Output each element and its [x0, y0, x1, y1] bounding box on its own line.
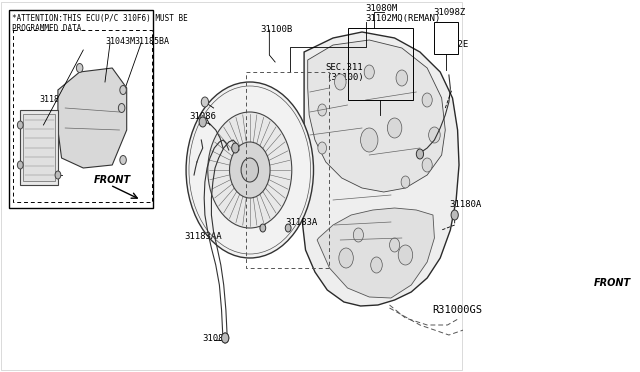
Circle shape: [120, 155, 126, 164]
Text: 31183AA: 31183AA: [184, 232, 222, 241]
Circle shape: [339, 248, 353, 268]
Circle shape: [318, 104, 326, 116]
Circle shape: [230, 142, 270, 198]
Polygon shape: [58, 68, 127, 168]
Circle shape: [221, 333, 228, 343]
Text: 31185BA: 31185BA: [134, 37, 169, 46]
Circle shape: [451, 210, 458, 220]
Circle shape: [232, 143, 239, 153]
Polygon shape: [308, 40, 445, 192]
Circle shape: [396, 70, 408, 86]
Text: 31080: 31080: [241, 218, 268, 227]
Circle shape: [401, 176, 410, 188]
Circle shape: [285, 224, 291, 232]
Circle shape: [118, 103, 125, 112]
Circle shape: [208, 112, 292, 228]
Text: 31182E: 31182E: [436, 40, 469, 49]
Circle shape: [416, 149, 424, 159]
Circle shape: [335, 74, 346, 90]
Bar: [20, 110, 58, 185]
Circle shape: [201, 97, 209, 107]
Text: #310F6: #310F6: [23, 128, 53, 137]
Text: #31039: #31039: [23, 139, 53, 148]
Text: 31180A: 31180A: [449, 200, 481, 209]
Circle shape: [260, 224, 266, 232]
Circle shape: [371, 257, 382, 273]
Text: FRONT: FRONT: [94, 175, 131, 185]
Circle shape: [17, 121, 23, 129]
Circle shape: [353, 228, 364, 242]
Circle shape: [364, 65, 374, 79]
Circle shape: [387, 118, 402, 138]
Text: (31100): (31100): [326, 73, 364, 82]
Text: FRONT: FRONT: [594, 278, 631, 288]
Circle shape: [241, 158, 259, 182]
Bar: [13, 30, 152, 202]
Text: 31100B: 31100B: [260, 25, 293, 34]
Bar: [246, 72, 330, 268]
Circle shape: [360, 128, 378, 152]
Circle shape: [186, 82, 314, 258]
Circle shape: [429, 127, 440, 143]
Circle shape: [318, 142, 326, 154]
Bar: [348, 28, 413, 100]
Bar: [23, 114, 55, 181]
Text: 31185B: 31185B: [23, 178, 53, 187]
Polygon shape: [303, 32, 459, 306]
Text: 31185B: 31185B: [40, 95, 70, 104]
Circle shape: [55, 171, 61, 179]
Text: R31000GS: R31000GS: [432, 305, 483, 315]
Text: 31080M: 31080M: [365, 4, 398, 13]
Text: *ATTENTION:THIS ECU(P/C 310F6) MUST BE: *ATTENTION:THIS ECU(P/C 310F6) MUST BE: [12, 14, 188, 23]
Bar: [435, 22, 458, 54]
Text: SEC.311: SEC.311: [326, 63, 364, 72]
Circle shape: [422, 93, 432, 107]
Text: PROGRAMMED DATA.: PROGRAMMED DATA.: [12, 24, 86, 33]
Circle shape: [398, 245, 413, 265]
Circle shape: [199, 117, 206, 127]
Text: 31086: 31086: [189, 112, 216, 121]
Polygon shape: [317, 208, 435, 298]
Circle shape: [390, 238, 399, 252]
Circle shape: [120, 86, 126, 94]
Text: 31084: 31084: [203, 334, 230, 343]
Circle shape: [17, 161, 23, 169]
Text: 31043M: 31043M: [105, 37, 135, 46]
Text: 31102MQ(REMAN): 31102MQ(REMAN): [365, 14, 441, 23]
Circle shape: [76, 64, 83, 73]
Bar: [9, 10, 154, 208]
Text: 31183A: 31183A: [285, 218, 317, 227]
Text: 31098Z: 31098Z: [433, 8, 465, 17]
Circle shape: [221, 333, 228, 343]
Circle shape: [422, 158, 432, 172]
